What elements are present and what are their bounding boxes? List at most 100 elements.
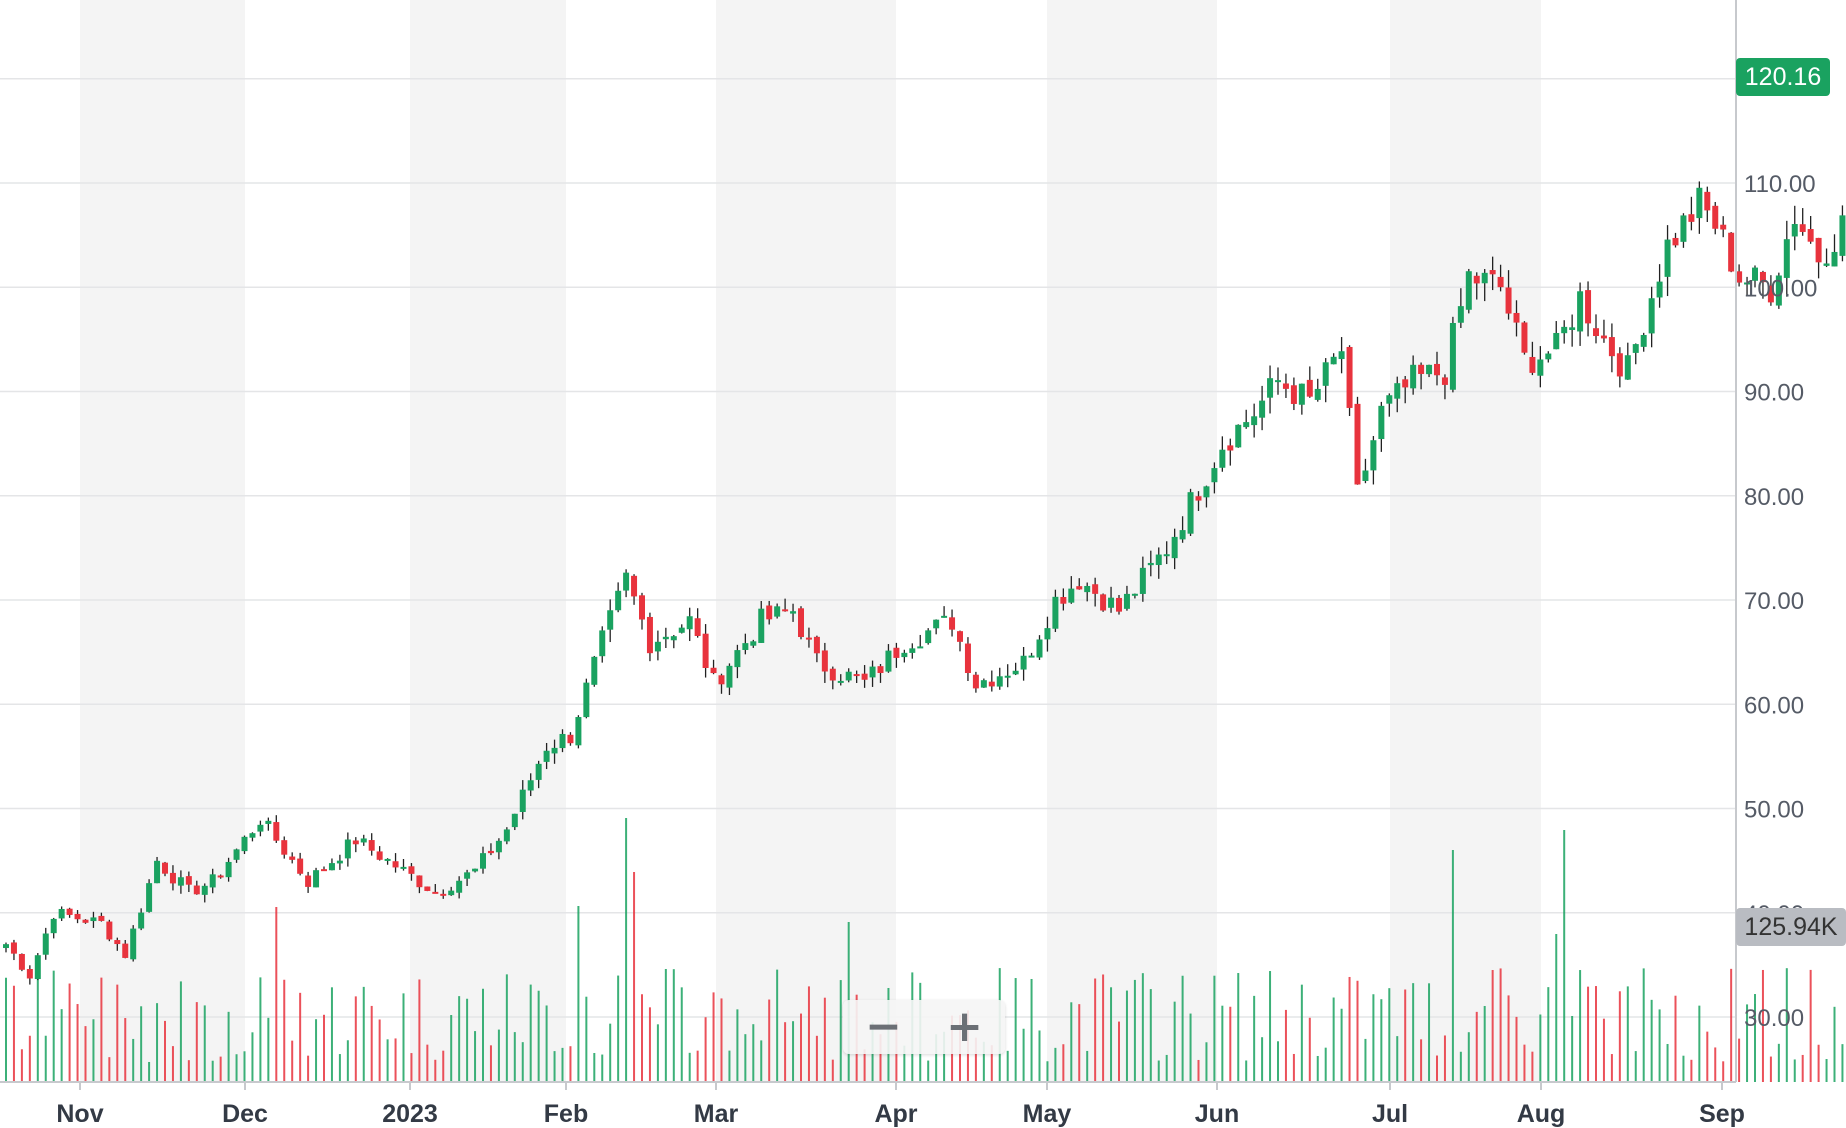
volume-bar xyxy=(1380,999,1383,1082)
volume-bar xyxy=(633,872,636,1082)
candle-body xyxy=(1823,263,1830,266)
volume-bar xyxy=(1658,1009,1661,1082)
candle-body xyxy=(1052,596,1059,629)
volume-bar xyxy=(1475,1011,1478,1082)
zoom-in-button[interactable]: + xyxy=(946,1001,983,1052)
volume-bar xyxy=(982,1041,985,1082)
candle-body xyxy=(949,617,956,630)
volume-bar xyxy=(1674,995,1677,1082)
volume-bar xyxy=(1189,1013,1192,1082)
volume-bar xyxy=(124,1018,127,1082)
volume-bar xyxy=(1777,1043,1780,1082)
volume-bar xyxy=(1149,989,1152,1082)
candle-body xyxy=(543,750,550,762)
candle-body xyxy=(1147,562,1154,566)
candle-body xyxy=(1529,356,1536,373)
candle-body xyxy=(1338,351,1345,360)
candle-body xyxy=(1434,363,1440,376)
y-tick-label: 30.00 xyxy=(1744,1005,1804,1032)
candle-body xyxy=(154,860,161,884)
candle-body xyxy=(1187,492,1194,534)
candle-body xyxy=(821,650,828,672)
volume-bar xyxy=(354,996,357,1082)
candle-body xyxy=(313,870,320,888)
candle-body xyxy=(480,853,486,869)
month-bands xyxy=(80,0,1541,1082)
volume-bar xyxy=(1292,1053,1295,1082)
candle-body xyxy=(1012,670,1019,675)
candle-body xyxy=(646,616,653,654)
volume-bar xyxy=(1459,1051,1462,1082)
x-tick-label: Feb xyxy=(544,1100,588,1128)
volume-bar xyxy=(505,974,508,1082)
candle-body xyxy=(1791,224,1798,237)
volume-bar xyxy=(800,1013,802,1082)
month-band xyxy=(410,0,566,1082)
volume-bar xyxy=(28,1035,31,1082)
candle-body xyxy=(583,682,590,718)
volume-bar xyxy=(1706,1031,1709,1082)
candle-body xyxy=(845,671,852,681)
volume-bar xyxy=(1682,1055,1685,1082)
volume-bar xyxy=(1118,1021,1120,1082)
volume-bar xyxy=(1507,995,1510,1082)
candle-body xyxy=(1131,593,1138,596)
volume-bar xyxy=(1420,1039,1423,1082)
candle-body xyxy=(1736,271,1743,283)
volume-bar xyxy=(1587,986,1590,1082)
y-tick-label: 50.00 xyxy=(1744,797,1804,824)
volume-bar xyxy=(688,1052,691,1082)
zoom-out-button[interactable]: − xyxy=(865,1001,902,1052)
volume-bar xyxy=(1141,973,1144,1082)
volume-bar xyxy=(156,1003,159,1082)
volume-bar xyxy=(474,1031,477,1082)
candle-body xyxy=(1084,585,1091,593)
volume-bar xyxy=(1817,1044,1820,1082)
volume-bar xyxy=(12,985,15,1082)
candle-body xyxy=(1815,237,1822,263)
volume-bar xyxy=(378,1019,381,1082)
volume-bar xyxy=(52,970,55,1082)
volume-bar xyxy=(974,1037,977,1082)
candle-body xyxy=(1314,388,1321,400)
y-tick-label: 110.00 xyxy=(1744,171,1816,198)
volume-bar xyxy=(195,1002,198,1082)
candle-body xyxy=(885,650,892,672)
candle-body xyxy=(1728,232,1735,272)
volume-bar xyxy=(768,999,771,1082)
volume-bar xyxy=(36,974,39,1082)
candle-body xyxy=(1020,655,1027,670)
volume-bar xyxy=(1547,987,1550,1082)
volume-bar xyxy=(1825,1059,1828,1082)
y-tick-label: 60.00 xyxy=(1744,692,1804,719)
volume-bar xyxy=(935,1034,938,1082)
candle-body xyxy=(1831,251,1838,267)
volume-bar xyxy=(291,1040,294,1082)
volume-bar xyxy=(712,992,715,1082)
candle-body xyxy=(456,880,463,893)
volume-bar xyxy=(1579,970,1582,1082)
candle-body xyxy=(591,656,598,685)
volume-bar xyxy=(1555,934,1558,1082)
candle-body xyxy=(702,633,709,668)
volume-bar xyxy=(140,1006,143,1082)
volume-bar xyxy=(823,997,826,1082)
volume-bar xyxy=(1006,1050,1009,1082)
volume-bar xyxy=(1054,1047,1057,1082)
candle-body xyxy=(1545,353,1552,360)
candle-body xyxy=(1441,377,1448,385)
volume-bar xyxy=(1761,969,1764,1082)
volume-bar xyxy=(394,1038,397,1082)
candle-body xyxy=(305,875,312,887)
volume-bar xyxy=(1785,968,1788,1082)
candle-body xyxy=(1298,383,1305,405)
volume-bar xyxy=(1340,1008,1343,1082)
candle-body xyxy=(1513,312,1520,323)
volume-bar xyxy=(410,1053,413,1082)
candle-body xyxy=(1497,276,1504,288)
volume-bar xyxy=(442,1050,445,1082)
candle-body xyxy=(1322,362,1329,386)
candle-body xyxy=(1028,655,1035,658)
volume-bar xyxy=(1221,1005,1224,1082)
